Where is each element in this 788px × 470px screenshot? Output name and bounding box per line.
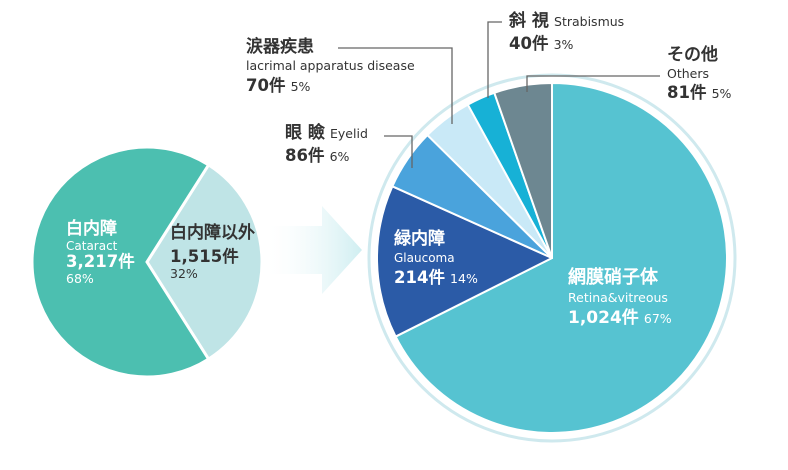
label-retina: 網膜硝子体 Retina&vitreous 1,024件 67% — [568, 267, 672, 329]
label-lacrimal-jp: 涙器疾患 — [246, 37, 314, 57]
leader-others — [526, 75, 660, 92]
label-eyelid-en: Eyelid — [330, 126, 368, 141]
label-glaucoma-percent: 14% — [450, 271, 478, 287]
big-pie-outline — [367, 73, 737, 443]
label-strabismus-percent: 3% — [553, 36, 574, 52]
label-lacrimal-count: 70件 — [246, 75, 286, 95]
label-cataract-count: 3,217件 — [66, 252, 135, 272]
label-eyelid-jp: 眼 瞼 — [285, 123, 325, 143]
label-others-jp: その他 — [667, 45, 718, 65]
label-non-cataract-count: 1,515件 — [170, 246, 239, 266]
slice-others — [493, 82, 553, 259]
slice-retina — [394, 82, 728, 434]
label-eyelid: 眼 瞼 Eyelid 86件 6% — [285, 123, 368, 166]
label-retina-jp: 網膜硝子体 — [568, 267, 658, 288]
label-glaucoma-count: 214件 — [394, 268, 445, 288]
label-glaucoma-en: Glaucoma — [394, 250, 455, 265]
label-cataract-percent: 68% — [66, 271, 94, 287]
label-glaucoma-jp: 緑内障 — [394, 229, 445, 249]
slice-glaucoma — [376, 185, 553, 338]
label-others: その他 Others 81件 5% — [667, 45, 732, 103]
slice-cataract — [30, 145, 211, 379]
label-strabismus: 斜 視 Strabismus 40件 3% — [509, 11, 625, 54]
label-cataract-jp: 白内障 — [66, 219, 117, 239]
label-others-en: Others — [667, 65, 710, 81]
label-eyelid-percent: 6% — [329, 148, 350, 164]
label-retina-en: Retina&vitreous — [568, 289, 668, 305]
label-strabismus-jp: 斜 視 — [509, 11, 549, 31]
label-non-cataract-percent: 32% — [170, 265, 198, 281]
leader-lacrimal — [338, 47, 453, 124]
label-retina-percent: 67% — [643, 311, 672, 327]
label-eyelid-count: 86件 — [285, 145, 325, 165]
label-cataract: 白内障 Cataract 3,217件 68% — [66, 219, 135, 287]
label-lacrimal-percent: 5% — [290, 78, 311, 94]
label-non-cataract-jp: 白内障以外 — [170, 223, 255, 243]
label-strabismus-count: 40件 — [509, 33, 549, 53]
label-cataract-en: Cataract — [66, 238, 118, 253]
label-glaucoma: 緑内障 Glaucoma 214件 14% — [394, 229, 478, 288]
label-lacrimal: 涙器疾患 lacrimal apparatus disease 70件 5% — [246, 37, 415, 96]
label-retina-count: 1,024件 — [568, 308, 639, 329]
label-strabismus-en: Strabismus — [554, 14, 625, 29]
label-non-cataract: 白内障以外 1,515件 32% — [170, 223, 255, 281]
label-others-percent: 5% — [711, 85, 732, 101]
arrow-shape — [268, 206, 362, 294]
label-others-count: 81件 — [667, 82, 707, 102]
leader-eyelid — [384, 135, 413, 168]
label-lacrimal-en: lacrimal apparatus disease — [246, 57, 415, 73]
slice-non-cataract — [145, 162, 264, 362]
leader-strabismus — [487, 21, 502, 98]
